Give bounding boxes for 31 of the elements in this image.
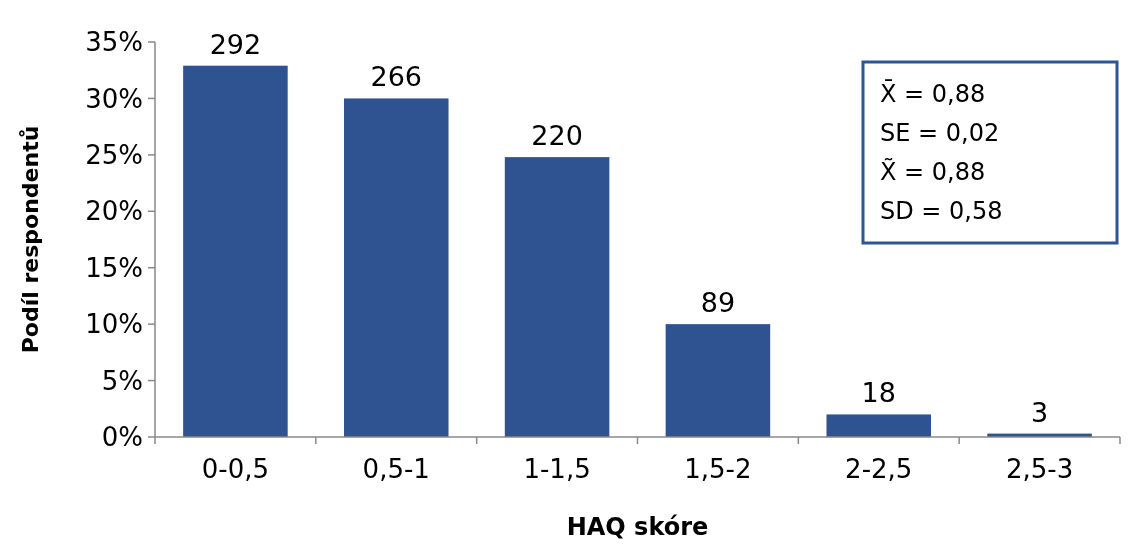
x-tick-label: 2,5-3 xyxy=(1005,454,1074,484)
y-tick-label: 35% xyxy=(85,27,143,58)
bar xyxy=(665,324,771,437)
y-tick-label: 5% xyxy=(101,365,143,396)
y-tick-label: 15% xyxy=(85,252,143,283)
bar xyxy=(343,98,449,437)
annotation: 266 xyxy=(370,61,423,93)
y-tick-label: 30% xyxy=(85,83,143,114)
y-axis-title: Podíl respondentů xyxy=(18,125,43,354)
x-axis-title: HAQ skóre xyxy=(566,513,709,541)
annotation: 220 xyxy=(531,120,583,152)
y-tick-label: 20% xyxy=(85,196,143,227)
x-tick-label: 0-0,5 xyxy=(201,454,270,484)
bar xyxy=(183,65,288,437)
x-tick-label: 1,5-2 xyxy=(684,454,752,484)
y-tick-label: 0% xyxy=(101,422,143,453)
bar xyxy=(826,414,932,437)
annotation: X̄ = 0,88 xyxy=(880,78,986,108)
annotation: 89 xyxy=(700,287,736,319)
annotation: SD = 0,58 xyxy=(880,197,1003,225)
annotation: SE = 0,02 xyxy=(880,119,1000,147)
x-tick-label: 0,5-1 xyxy=(362,454,430,484)
y-tick-label: 25% xyxy=(85,139,143,170)
y-tick-label: 10% xyxy=(85,309,143,340)
annotation: 292 xyxy=(209,28,262,60)
annotation: X̃ = 0,88 xyxy=(880,157,986,186)
bar xyxy=(504,157,610,437)
annotation: 3 xyxy=(1030,396,1049,428)
x-tick-label: 1-1,5 xyxy=(523,454,591,484)
x-tick-label: 2-2,5 xyxy=(845,454,913,484)
annotation: 18 xyxy=(861,377,896,409)
